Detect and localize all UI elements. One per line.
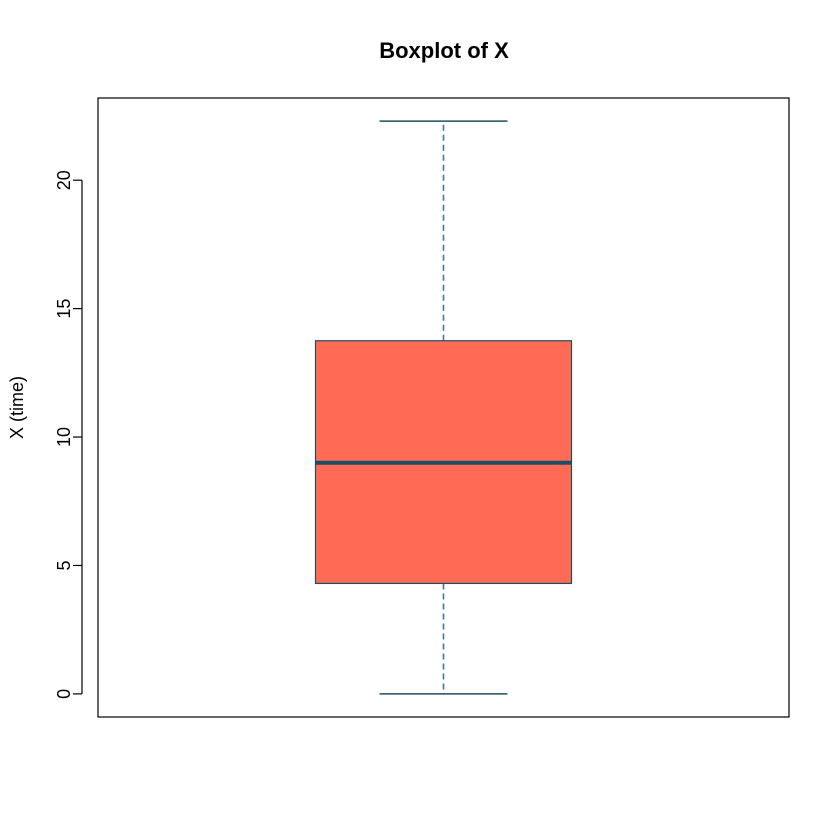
y-axis: 0 5 10 15 20 <box>54 170 83 699</box>
chart-title: Boxplot of X <box>379 38 509 63</box>
plot-frame <box>97 97 790 718</box>
y-tick-label: 0 <box>54 689 74 699</box>
y-tick-label: 20 <box>54 170 74 190</box>
y-tick-label: 10 <box>54 427 74 447</box>
y-tick-label: 15 <box>54 299 74 319</box>
y-tick-label: 5 <box>54 560 74 570</box>
y-axis-label: X (time) <box>7 376 27 439</box>
box-group <box>314 120 573 695</box>
